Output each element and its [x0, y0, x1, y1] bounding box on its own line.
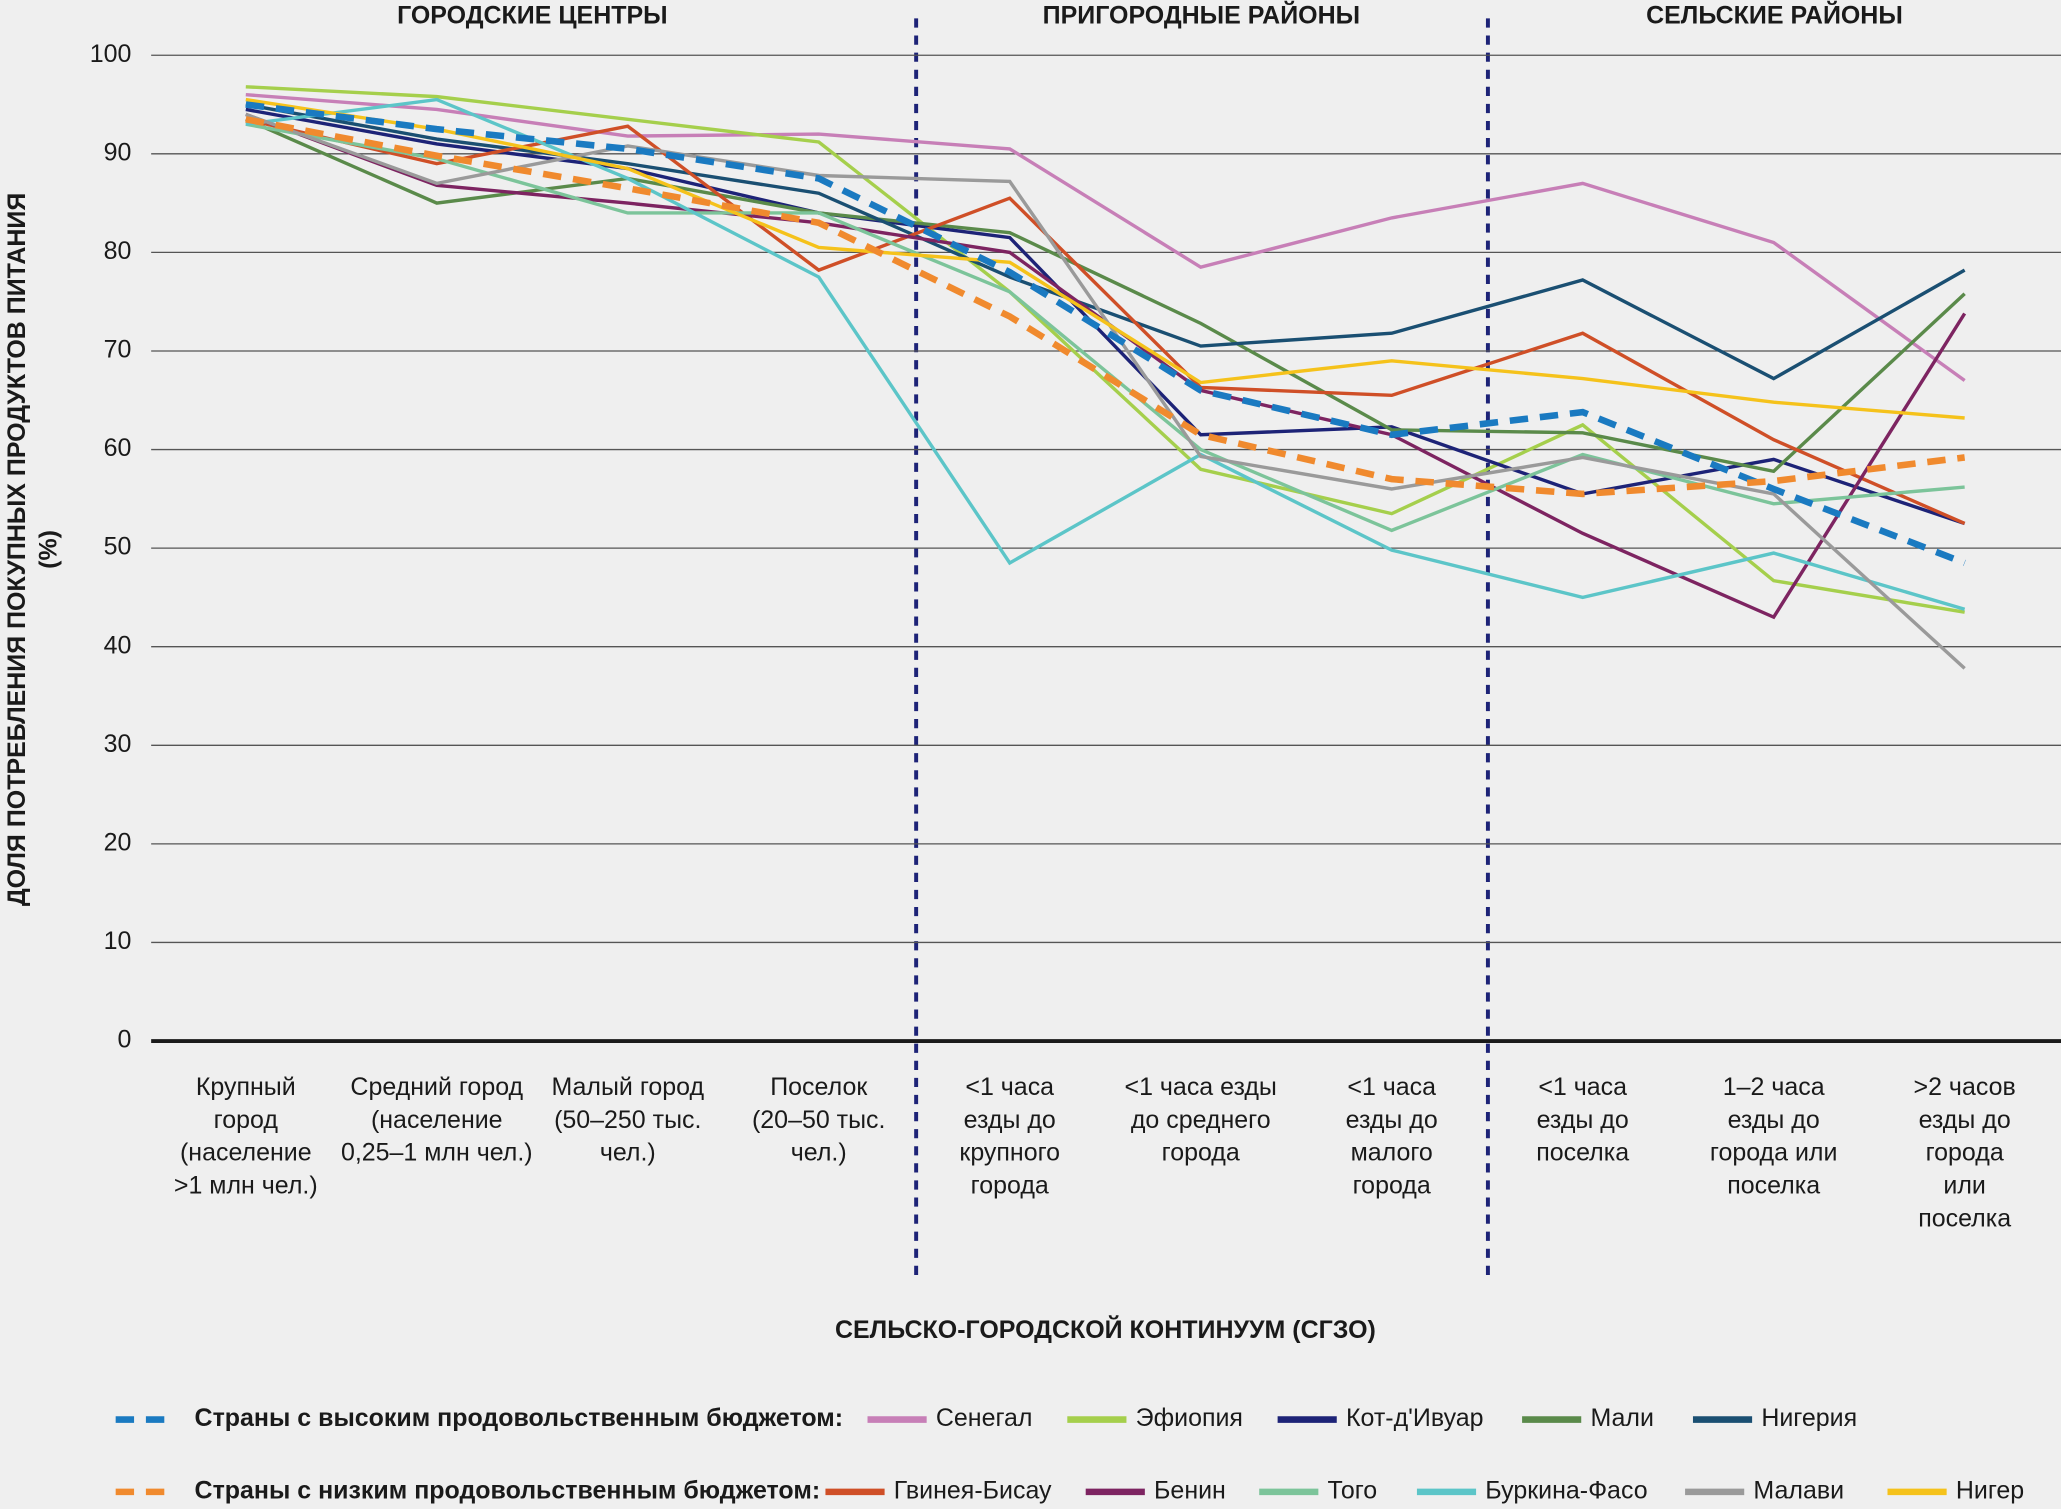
- x-tick-label: езды до: [1537, 1106, 1629, 1134]
- series-line: [245, 102, 1966, 381]
- y-tick-label: 40: [104, 631, 132, 659]
- legend-label: Страны с низким продовольственным бюджет…: [195, 1476, 821, 1504]
- series-line: [245, 117, 1966, 526]
- x-tick-label: поселка: [1918, 1204, 2011, 1232]
- y-axis-title: ДОЛЯ ПОТРЕБЛЕНИЯ ПОКУПНЫХ ПРОДУКТОВ ПИТА…: [3, 193, 63, 906]
- legend-label: Малави: [1753, 1476, 1844, 1504]
- legend-label: Нигер: [1956, 1476, 2024, 1504]
- x-tick-label: малого: [1351, 1139, 1433, 1167]
- y-tick-label: 30: [104, 730, 132, 758]
- x-tick-label: города: [1162, 1139, 1240, 1167]
- legend-item: Страны с низким продовольственным бюджет…: [115, 1476, 821, 1504]
- x-tick-label: крупного: [959, 1139, 1060, 1167]
- legend-item: Малави: [1685, 1476, 1844, 1504]
- legend-item: Нигерия: [1692, 1404, 1857, 1432]
- legend-item: Того: [1259, 1476, 1377, 1504]
- x-tick-label: (50–250 тыс.: [554, 1106, 701, 1134]
- x-tick-label: города или: [1710, 1139, 1838, 1167]
- x-tick-label: чел.): [600, 1139, 656, 1167]
- x-tick-label: город: [214, 1106, 279, 1134]
- legend-label: Эфиопия: [1136, 1404, 1243, 1432]
- x-tick-label: (население: [180, 1139, 312, 1167]
- x-tick-label: (население: [371, 1106, 503, 1134]
- legend-item: Нигер: [1887, 1476, 2024, 1504]
- legend-item: Буркина-Фасо: [1416, 1476, 1648, 1504]
- x-tick-label: Малый город: [551, 1073, 704, 1101]
- x-tick-label: (20–50 тыс.: [752, 1106, 886, 1134]
- y-tick-label: 90: [104, 138, 132, 166]
- legend-item: Бенин: [1085, 1476, 1226, 1504]
- series-line: [245, 116, 1966, 498]
- y-tick-label: 60: [104, 434, 132, 462]
- x-tick-label: поселка: [1727, 1172, 1820, 1200]
- x-tick-label: или: [1943, 1172, 1985, 1200]
- x-tick-label: <1 часа: [1347, 1073, 1436, 1101]
- x-tick-label: >1 млн чел.): [174, 1172, 318, 1200]
- section-title: ГОРОДСКИЕ ЦЕНТРЫ: [397, 2, 668, 30]
- y-tick-label: 0: [118, 1026, 132, 1054]
- legend-label: Сенегал: [936, 1404, 1033, 1432]
- x-tick-label: <1 часа: [1538, 1073, 1627, 1101]
- legend-item: Эфиопия: [1067, 1404, 1243, 1432]
- x-tick-label: <1 часа езды: [1125, 1073, 1277, 1101]
- legend-item: Сенегал: [867, 1404, 1033, 1432]
- legend-label: Того: [1328, 1476, 1378, 1504]
- x-tick-label: чел.): [791, 1139, 847, 1167]
- legend-label: Кот-д'Ивуар: [1346, 1404, 1484, 1432]
- x-tick-label: города: [971, 1172, 1049, 1200]
- legend-label: Мали: [1590, 1404, 1653, 1432]
- series-line: [245, 112, 1966, 670]
- x-tick-label: Средний город: [350, 1073, 523, 1101]
- legend-item: Гвинея-Бисау: [825, 1476, 1052, 1504]
- series-line: [245, 122, 1965, 533]
- section-title: ПРИГОРОДНЫЕ РАЙОНЫ: [1043, 0, 1360, 30]
- series-line: [245, 97, 1965, 420]
- y-tick-label: 80: [104, 237, 132, 265]
- legend-item: Мали: [1522, 1404, 1654, 1432]
- y-tick-label: 20: [104, 828, 132, 856]
- x-axis-title: СЕЛЬСКО-ГОРОДСКОЙ КОНТИНУУМ (СГЗО): [835, 1314, 1376, 1344]
- series-line: [245, 117, 1966, 474]
- y-tick-label: 50: [104, 533, 132, 561]
- series-line: [245, 85, 1965, 614]
- y-tick-label: 100: [90, 40, 132, 68]
- x-tick-label: Крупный: [196, 1073, 296, 1101]
- legend-item: Страны с высоким продовольственным бюдже…: [115, 1404, 844, 1432]
- x-tick-label: Поселок: [770, 1073, 868, 1101]
- legend-label: Буркина-Фасо: [1485, 1476, 1647, 1504]
- x-tick-label: поселка: [1536, 1139, 1629, 1167]
- x-tick-label: >2 часов: [1914, 1073, 2016, 1101]
- section-title: СЕЛЬСКИЕ РАЙОНЫ: [1646, 0, 1903, 30]
- y-tick-label: 10: [104, 927, 132, 955]
- x-tick-label: езды до: [964, 1106, 1056, 1134]
- x-tick-label: езды до: [1919, 1106, 2011, 1134]
- x-tick-label: 1–2 часа: [1723, 1073, 1825, 1101]
- x-tick-label: города: [1353, 1172, 1431, 1200]
- legend-label: Гвинея-Бисау: [894, 1476, 1052, 1504]
- x-tick-label: езды до: [1728, 1106, 1820, 1134]
- x-tick-label: до среднего: [1131, 1106, 1271, 1134]
- x-tick-label: 0,25–1 млн чел.): [341, 1139, 533, 1167]
- legend-label: Страны с высоким продовольственным бюдже…: [195, 1404, 844, 1432]
- x-tick-label: езды до: [1346, 1106, 1438, 1134]
- x-tick-label: города: [1926, 1139, 2004, 1167]
- series-line: [245, 92, 1966, 382]
- x-tick-label: <1 часа: [965, 1073, 1054, 1101]
- y-axis-title-line: ДОЛЯ ПОТРЕБЛЕНИЯ ПОКУПНЫХ ПРОДУКТОВ ПИТА…: [3, 193, 31, 906]
- legend-label: Нигерия: [1761, 1404, 1857, 1432]
- legend-label: Бенин: [1154, 1476, 1226, 1504]
- y-axis-title-line: (%): [35, 530, 63, 569]
- y-tick-label: 70: [104, 336, 132, 364]
- legend-item: Кот-д'Ивуар: [1277, 1404, 1484, 1432]
- series-line: [245, 101, 1966, 566]
